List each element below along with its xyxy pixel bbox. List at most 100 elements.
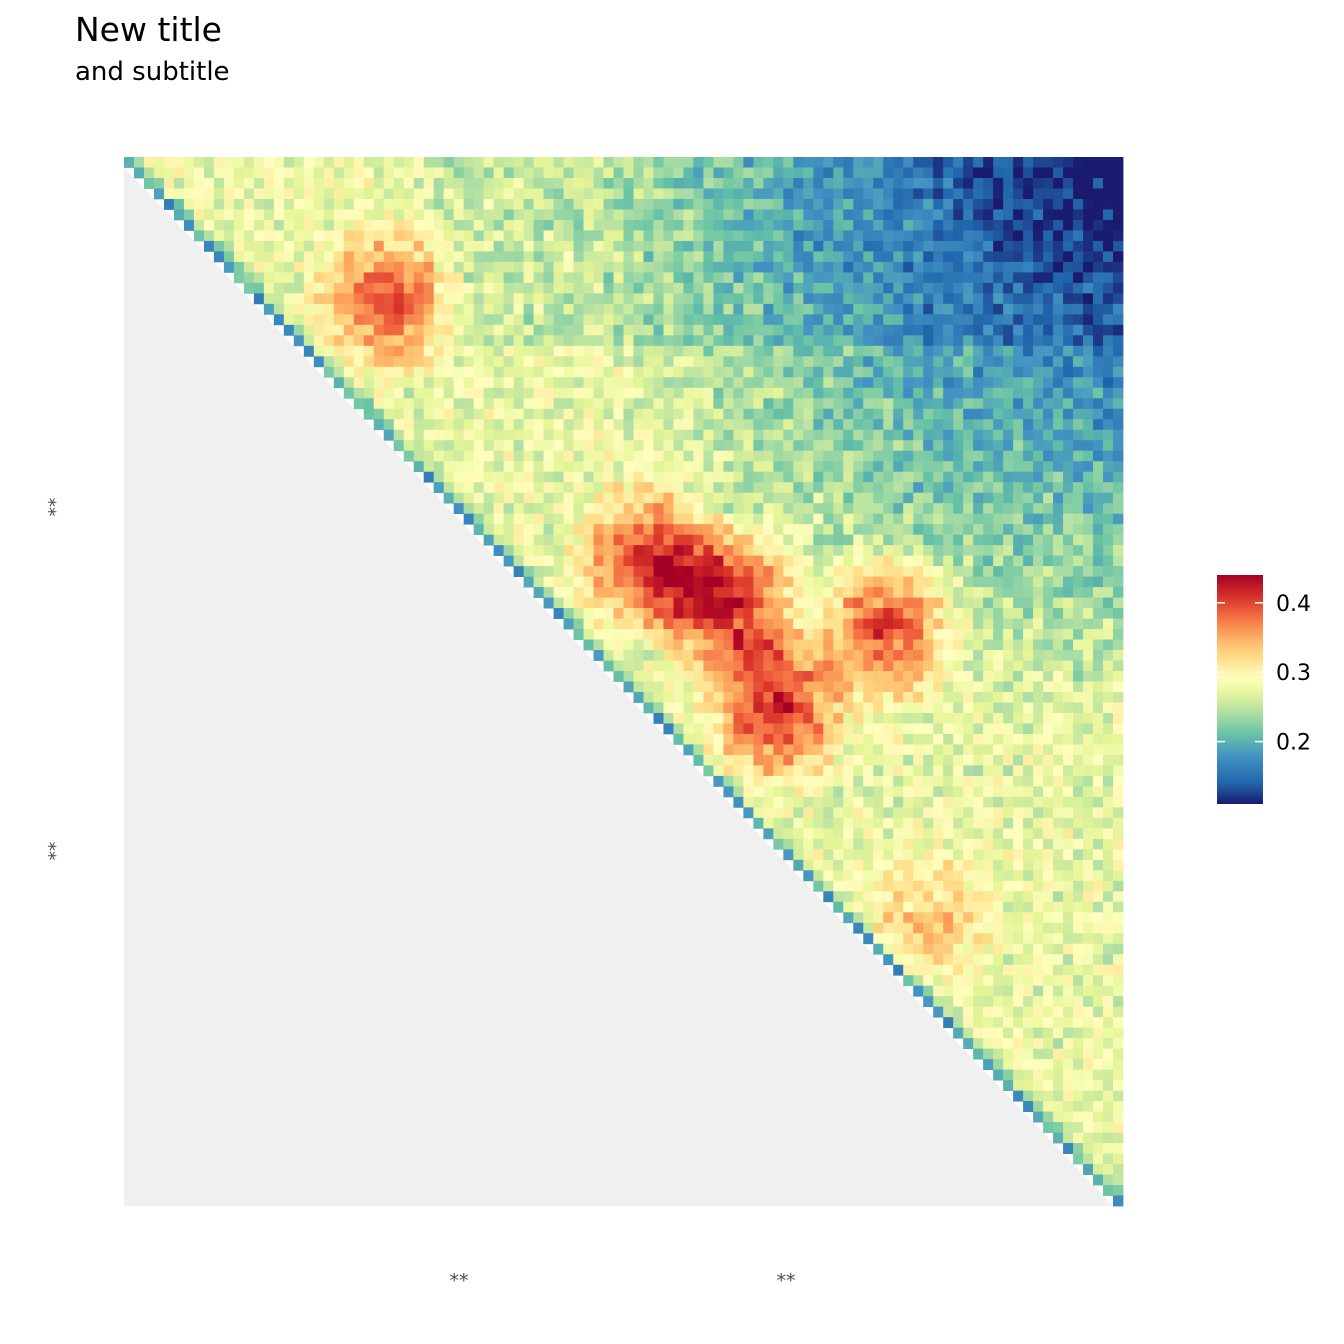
heatmap-cell: [913, 901, 924, 913]
heatmap-cell: [983, 398, 994, 410]
heatmap-cell: [473, 303, 485, 315]
heatmap-cell: [1033, 408, 1044, 420]
heatmap-cell: [1073, 807, 1084, 819]
heatmap-cell: [533, 450, 544, 462]
heatmap-cell: [533, 471, 544, 483]
heatmap-cell: [753, 618, 764, 630]
heatmap-cell: [563, 240, 574, 252]
heatmap-cell: [403, 219, 415, 231]
heatmap-cell: [713, 167, 724, 179]
heatmap-cell: [763, 744, 774, 756]
heatmap-cell: [673, 251, 684, 263]
heatmap-cell: [433, 356, 445, 368]
heatmap-cell: [873, 377, 884, 389]
heatmap-cell: [803, 671, 814, 682]
heatmap-cell: [373, 377, 385, 389]
heatmap-cell: [823, 733, 834, 745]
heatmap-cell: [843, 524, 854, 536]
heatmap-cell: [443, 303, 455, 315]
heatmap-cell: [923, 545, 934, 557]
heatmap-cell: [863, 702, 874, 714]
heatmap-cell: [813, 712, 824, 724]
heatmap-cell: [683, 471, 694, 483]
heatmap-cell: [753, 366, 764, 378]
heatmap-cell: [283, 314, 295, 326]
heatmap-cell: [1043, 660, 1054, 672]
heatmap-cell: [1063, 660, 1074, 672]
heatmap-cell: [1063, 198, 1074, 210]
heatmap-cell: [903, 429, 914, 441]
heatmap-cell: [863, 838, 874, 850]
heatmap-cell: [763, 408, 774, 420]
heatmap-cell: [353, 345, 365, 357]
heatmap-cell: [713, 356, 724, 368]
heatmap-cell: [983, 901, 994, 913]
heatmap-cell: [1113, 545, 1124, 557]
heatmap-cell: [433, 177, 445, 189]
heatmap-cell: [733, 377, 744, 389]
heatmap-cell: [1093, 985, 1104, 997]
heatmap-cell: [583, 471, 594, 483]
heatmap-cell: [523, 429, 534, 441]
heatmap-cell: [1003, 503, 1014, 515]
heatmap-cell: [493, 157, 505, 168]
heatmap-cell: [983, 387, 994, 399]
heatmap-cell: [653, 345, 664, 357]
heatmap-cell: [353, 177, 365, 189]
heatmap-cell: [883, 786, 894, 798]
heatmap-cell: [543, 503, 554, 515]
heatmap-cell: [943, 366, 954, 378]
heatmap-cell: [393, 157, 405, 168]
heatmap-cell: [653, 660, 664, 672]
heatmap-cell: [783, 408, 794, 420]
heatmap-cell: [783, 660, 794, 672]
heatmap-cell: [743, 681, 754, 693]
heatmap-cell: [983, 996, 994, 1008]
heatmap-cell: [343, 230, 355, 242]
heatmap-cell: [893, 901, 904, 913]
heatmap-cell: [683, 167, 694, 179]
heatmap-cell: [683, 440, 694, 452]
heatmap-cell: [723, 419, 734, 431]
heatmap-cell: [693, 198, 704, 210]
heatmap-cell: [1113, 1080, 1124, 1092]
heatmap-cell: [343, 198, 355, 210]
heatmap-cell: [1033, 314, 1044, 326]
heatmap-cell: [553, 576, 564, 588]
heatmap-cell: [1103, 534, 1114, 546]
heatmap-cell: [703, 408, 714, 420]
heatmap-cell: [873, 786, 884, 798]
heatmap-cell: [913, 985, 924, 997]
heatmap-cell: [1113, 555, 1124, 567]
heatmap-cell: [1053, 1080, 1064, 1092]
heatmap-cell: [883, 450, 894, 462]
heatmap-cell: [703, 765, 714, 777]
heatmap-cell: [893, 157, 904, 168]
heatmap-cell: [373, 356, 385, 368]
heatmap-cell: [703, 754, 714, 766]
heatmap-cell: [623, 660, 634, 672]
heatmap-cell: [1103, 188, 1114, 200]
heatmap-cell: [323, 261, 335, 273]
heatmap-cell: [963, 587, 974, 598]
heatmap-cell: [1073, 251, 1084, 263]
heatmap-cell: [553, 419, 564, 431]
heatmap-cell: [553, 471, 564, 483]
heatmap-cell: [923, 765, 934, 777]
heatmap-cell: [713, 450, 724, 462]
heatmap-cell: [163, 177, 175, 189]
heatmap-cell: [903, 335, 914, 347]
heatmap-cell: [873, 650, 884, 661]
heatmap-cell: [813, 744, 824, 756]
heatmap-cell: [333, 230, 345, 242]
heatmap-cell: [843, 702, 854, 714]
heatmap-cell: [713, 335, 724, 347]
heatmap-cell: [743, 450, 754, 462]
heatmap-cell: [863, 691, 874, 703]
heatmap-cell: [993, 723, 1004, 735]
heatmap-cell: [883, 251, 894, 263]
heatmap-cell: [613, 534, 624, 546]
heatmap-cell: [803, 314, 814, 326]
heatmap-cell: [753, 597, 764, 609]
